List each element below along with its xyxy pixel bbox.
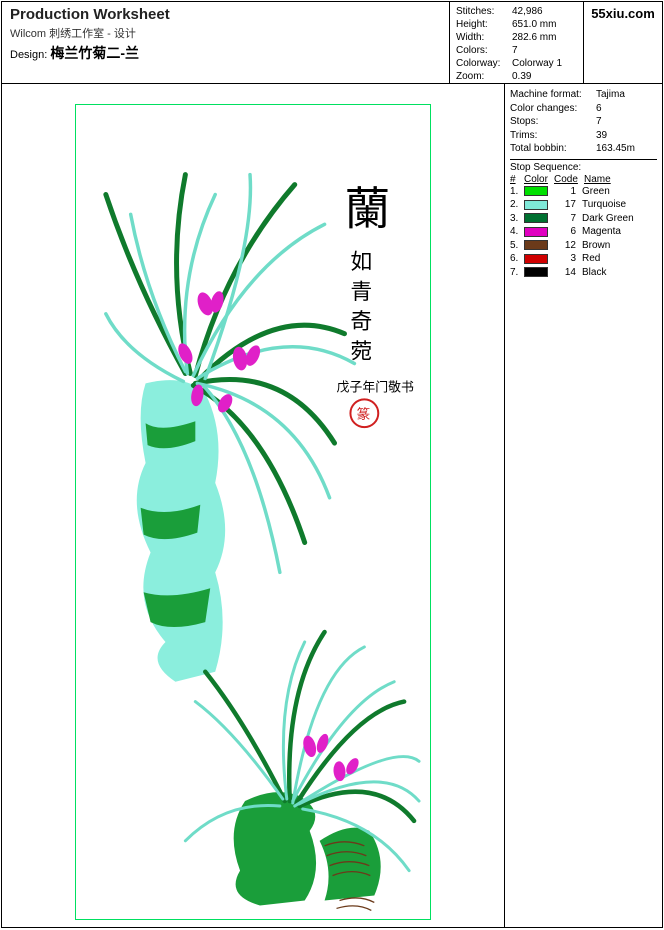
header: Production Worksheet Wilcom 刺绣工作室 - 设计 D…: [2, 2, 662, 84]
seq-list: 1. 1 Green 2. 17 Turquoise 3. 7 Dark Green 4. 6 Mag…: [510, 185, 657, 280]
page-title: Production Worksheet: [10, 6, 441, 23]
seq-num: 4.: [510, 225, 524, 239]
seq-name: Green: [582, 185, 610, 199]
seq-num: 1.: [510, 185, 524, 199]
seq-num: 3.: [510, 212, 524, 226]
color-swatch: [524, 267, 548, 277]
svg-text:菀: 菀: [350, 340, 372, 364]
color-swatch: [524, 254, 548, 264]
svg-text:奇: 奇: [350, 310, 372, 334]
color-swatch: [524, 213, 548, 223]
design-frame: 蘭 如 青 奇 菀 戊子年门敬书 篆: [75, 104, 431, 920]
machine-row: Color changes:6: [510, 102, 657, 116]
seq-row: 5. 12 Brown: [510, 239, 657, 253]
machine-row: Machine format:Tajima: [510, 88, 657, 102]
color-swatch: [524, 186, 548, 196]
seq-row: 1. 1 Green: [510, 185, 657, 199]
header-subtitle: Wilcom 刺绣工作室 - 设计: [10, 25, 441, 41]
seq-name: Turquoise: [582, 198, 626, 212]
machine-row: Total bobbin:163.45m: [510, 142, 657, 156]
brand: 55xiu.com: [584, 2, 662, 83]
seq-code: 6: [554, 225, 576, 239]
body: 蘭 如 青 奇 菀 戊子年门敬书 篆 Machine format:Tajima…: [2, 84, 662, 927]
design-line: Design: 梅兰竹菊二-兰: [10, 43, 441, 63]
seq-code: 12: [554, 239, 576, 253]
color-swatch: [524, 240, 548, 250]
stat-row: Height:651.0 mm: [456, 18, 577, 31]
svg-text:青: 青: [350, 280, 372, 304]
design-label: Design:: [10, 49, 47, 61]
stat-row: Width:282.6 mm: [456, 31, 577, 44]
seq-code: 3: [554, 252, 576, 266]
color-swatch: [524, 227, 548, 237]
canvas-area: 蘭 如 青 奇 菀 戊子年门敬书 篆: [2, 84, 505, 927]
page: Production Worksheet Wilcom 刺绣工作室 - 设计 D…: [1, 1, 663, 928]
stat-row: Colors:7: [456, 44, 577, 57]
color-swatch: [524, 200, 548, 210]
seq-name: Magenta: [582, 225, 621, 239]
header-left: Production Worksheet Wilcom 刺绣工作室 - 设计 D…: [2, 2, 450, 83]
seq-code: 1: [554, 185, 576, 199]
seq-code: 7: [554, 212, 576, 226]
seq-row: 7. 14 Black: [510, 266, 657, 280]
calligraphy-main: 蘭: [344, 183, 390, 234]
seq-num: 5.: [510, 239, 524, 253]
design-name: 梅兰竹菊二-兰: [50, 45, 139, 61]
seq-row: 3. 7 Dark Green: [510, 212, 657, 226]
stop-sequence-title: Stop Sequence:: [510, 162, 657, 173]
header-stats: Stitches:42,986 Height:651.0 mm Width:28…: [450, 2, 584, 83]
side-panel: Machine format:Tajima Color changes:6 St…: [505, 84, 662, 927]
divider: [510, 159, 657, 160]
seq-row: 2. 17 Turquoise: [510, 198, 657, 212]
seq-row: 6. 3 Red: [510, 252, 657, 266]
seq-name: Dark Green: [582, 212, 634, 226]
machine-row: Stops:7: [510, 115, 657, 129]
stat-row: Zoom:0.39: [456, 70, 577, 83]
seq-code: 17: [554, 198, 576, 212]
seq-name: Red: [582, 252, 600, 266]
seq-num: 6.: [510, 252, 524, 266]
seq-num: 2.: [510, 198, 524, 212]
embroidery-art: 蘭 如 青 奇 菀 戊子年门敬书 篆: [76, 105, 430, 916]
seq-header: # Color Code Name: [510, 174, 657, 185]
seq-row: 4. 6 Magenta: [510, 225, 657, 239]
stat-row: Stitches:42,986: [456, 5, 577, 18]
seq-name: Black: [582, 266, 606, 280]
svg-text:如: 如: [350, 250, 372, 274]
seq-num: 7.: [510, 266, 524, 280]
svg-text:戊子年门敬书: 戊子年门敬书: [337, 379, 415, 394]
stat-row: Colorway:Colorway 1: [456, 57, 577, 70]
seq-code: 14: [554, 266, 576, 280]
seq-name: Brown: [582, 239, 610, 253]
svg-text:篆: 篆: [356, 406, 370, 423]
machine-row: Trims:39: [510, 129, 657, 143]
